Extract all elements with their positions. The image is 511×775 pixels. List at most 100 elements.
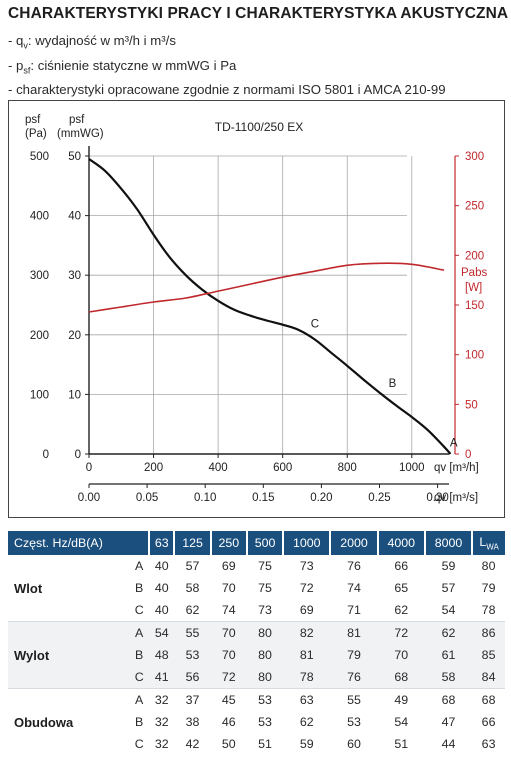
point-label-c: C xyxy=(311,319,319,331)
performance-chart: 0100200300400500010203040500501001502002… xyxy=(25,114,487,504)
table-cell: 80 xyxy=(246,666,284,689)
x2-tick-label: 0.15 xyxy=(252,492,274,504)
table-cell: 57 xyxy=(174,555,211,577)
header-frequency-63: 63 xyxy=(148,531,175,555)
point-label-a: A xyxy=(450,437,458,449)
table-cell: 58 xyxy=(174,577,211,599)
table-cell: 76 xyxy=(330,555,378,577)
table-cell: 55 xyxy=(174,621,211,644)
y-axis-left-unit: (Pa) xyxy=(25,128,47,140)
table-cell: 40 xyxy=(149,555,175,577)
table-cell: 49 xyxy=(377,688,425,711)
x-axis-title: qv [m³/h] xyxy=(434,462,479,474)
power-curve xyxy=(88,262,445,313)
sound-power-table: Częst. Hz/dB(A) 63 125 250 500 1000 2000 4000 80… xyxy=(8,531,505,755)
row-label: A xyxy=(129,621,150,644)
header-frequency-4000: 4000 xyxy=(376,531,425,555)
table-cell: 82 xyxy=(283,621,331,644)
page-heading: CHARAKTERYSTYKI PRACY I CHARAKTERYSTYKA … xyxy=(8,5,509,22)
table-cell: 79 xyxy=(330,644,378,666)
y-right-tick-label: 150 xyxy=(465,300,484,312)
table-cell: 44 xyxy=(424,733,473,755)
table-cell: 42 xyxy=(174,733,211,755)
x-tick-label: 1000 xyxy=(399,462,425,474)
y-tick-label-mmwg: 20 xyxy=(68,330,81,342)
x-tick-label: 0 xyxy=(86,462,92,474)
table-cell: 70 xyxy=(210,577,247,599)
table-cell: 62 xyxy=(377,599,425,622)
table-cell: 70 xyxy=(377,644,425,666)
table-cell: 81 xyxy=(283,644,331,666)
y-tick-label-pa: 300 xyxy=(30,270,49,282)
y-right-tick-label: 200 xyxy=(465,250,484,262)
table-cell: 51 xyxy=(377,733,425,755)
x2-tick-label: 0.05 xyxy=(136,492,158,504)
table-cell: 68 xyxy=(472,688,505,711)
row-label: C xyxy=(129,733,150,755)
header-frequency-2000: 2000 xyxy=(329,531,378,555)
x-tick-label: 400 xyxy=(209,462,228,474)
header-lwa-sub: WA xyxy=(486,542,499,552)
x2-tick-label: 0.20 xyxy=(310,492,332,504)
table-cell: 65 xyxy=(377,577,425,599)
y-right-tick-label: 50 xyxy=(465,399,478,411)
table-cell: 46 xyxy=(210,711,247,733)
header-lwa-main: L xyxy=(479,534,487,549)
y-tick-label-mmwg: 10 xyxy=(68,389,81,401)
table-cell: 41 xyxy=(149,666,175,689)
header-frequency-label: Częst. Hz/dB(A) xyxy=(8,531,150,555)
table-cell: 62 xyxy=(174,599,211,622)
header-frequency-500: 500 xyxy=(245,531,284,555)
table-row: C 41 56 72 80 78 76 68 58 84 xyxy=(8,666,505,689)
group-name: Wylot xyxy=(8,621,130,689)
row-label: A xyxy=(129,688,150,711)
y-right-tick-label: 300 xyxy=(465,151,484,163)
table-cell: 70 xyxy=(210,644,247,666)
table-cell: 75 xyxy=(246,577,284,599)
table-header-row: Częst. Hz/dB(A) 63 125 250 500 1000 2000 4000 80… xyxy=(8,531,505,555)
y-tick-label-pa: 0 xyxy=(43,449,49,461)
table-cell: 68 xyxy=(424,688,473,711)
y-tick-label-mmwg: 40 xyxy=(68,211,81,223)
table-cell: 48 xyxy=(149,644,175,666)
y-axis-right-unit: [W] xyxy=(465,282,482,294)
table-cell: 72 xyxy=(210,666,247,689)
group-name: Wlot xyxy=(8,555,130,622)
chart-title: TD-1100/250 EX xyxy=(215,120,304,134)
x2-tick-label: 0.30 xyxy=(426,492,448,504)
pressure-curve xyxy=(88,158,452,455)
header-frequency-8000: 8000 xyxy=(423,531,473,555)
table-cell: 50 xyxy=(210,733,247,755)
table-cell: 75 xyxy=(246,555,284,577)
chart-labels: 0100200300400500010203040500501001502002… xyxy=(25,114,487,504)
table-row: Wlot A 40 57 69 75 73 76 66 59 80 xyxy=(8,555,505,622)
table-cell: 54 xyxy=(377,711,425,733)
table-row: B 48 53 70 80 81 79 70 61 85 xyxy=(8,644,505,666)
table-cell: 55 xyxy=(330,688,378,711)
header-frequency-250: 250 xyxy=(209,531,247,555)
chart-curves xyxy=(88,158,452,455)
header-frequency-125: 125 xyxy=(173,531,211,555)
y-tick-label-pa: 200 xyxy=(30,330,49,342)
table-cell: 72 xyxy=(283,577,331,599)
table-cell: 63 xyxy=(283,688,331,711)
table-cell: 37 xyxy=(174,688,211,711)
table-cell: 86 xyxy=(472,621,505,644)
table-cell: 80 xyxy=(246,644,284,666)
header-lwa: LWA xyxy=(471,531,505,555)
table-cell: 80 xyxy=(246,621,284,644)
y-axis-left-title: psf xyxy=(25,114,41,126)
table-cell: 78 xyxy=(472,599,505,622)
table-cell: 40 xyxy=(149,577,175,599)
y-tick-label-pa: 400 xyxy=(30,211,49,223)
table-cell: 32 xyxy=(149,688,175,711)
table-cell: 54 xyxy=(149,621,175,644)
table-cell: 63 xyxy=(472,733,505,755)
table-cell: 68 xyxy=(377,666,425,689)
table-cell: 73 xyxy=(283,555,331,577)
table-cell: 59 xyxy=(283,733,331,755)
notes-list: - qv: wydajność w m³/h i m³/s - psf: ciś… xyxy=(8,31,446,99)
y-tick-label-pa: 100 xyxy=(30,389,49,401)
table-cell: 53 xyxy=(246,688,284,711)
y-axis-left2-unit: (mmWG) xyxy=(57,128,104,140)
